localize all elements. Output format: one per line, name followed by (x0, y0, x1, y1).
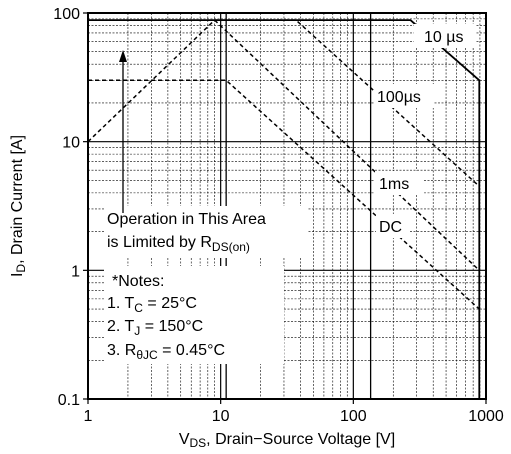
label-100us: 100µs (377, 89, 421, 106)
annotation-arrowhead (119, 50, 127, 62)
x-tick-label: 1000 (468, 408, 504, 425)
y-tick-label: 10 (62, 135, 80, 152)
y-axis-label: ID, Drain Current [A] (9, 135, 28, 277)
label-100us-bg (374, 84, 434, 108)
label-1ms: 1ms (379, 176, 409, 193)
x-tick-label: 100 (340, 408, 367, 425)
note-1: 1. TC = 25°C (107, 295, 197, 315)
note-3: 3. RθJC = 0.45°C (107, 342, 225, 362)
axis-tick-marks (83, 12, 487, 404)
x-tick-label: 10 (212, 408, 230, 425)
series-line-3 (214, 19, 480, 271)
label-1ms-bg (375, 171, 423, 195)
y-tick-label: 100 (53, 6, 80, 23)
x-axis-label: VDS, Drain−Source Voltage [V] (179, 431, 395, 450)
label-10us-bg (414, 24, 476, 48)
label-dc-bg (376, 214, 410, 238)
notes-box-bg (104, 266, 284, 364)
y-tick-label: 1 (71, 263, 80, 280)
label-dc: DC (379, 219, 402, 236)
y-tick-label: 0.1 (58, 392, 80, 409)
plot-frame (87, 12, 487, 400)
x-tick-label: 1 (84, 408, 93, 425)
note-2: 2. TJ = 150°C (107, 318, 203, 338)
operation-note-line2: is Limited by RDS(on) (107, 234, 250, 254)
operation-box-bg (104, 206, 308, 258)
notes-title: *Notes: (112, 273, 164, 290)
label-10us: 10 µs (424, 29, 463, 46)
operation-note-line1: Operation in This Area (107, 211, 266, 228)
